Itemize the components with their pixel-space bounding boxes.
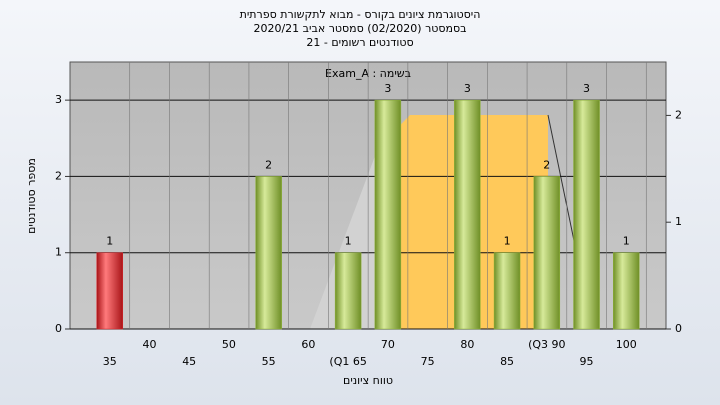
bar — [613, 252, 640, 330]
bar — [255, 176, 282, 330]
data-label: 1 — [106, 235, 113, 248]
x-tick-label: 95 — [580, 355, 594, 368]
y2-tick-label: 1 — [675, 215, 682, 228]
x-tick-label: 40 — [142, 338, 156, 351]
data-label: 2 — [265, 158, 272, 171]
x-tick-label: (Q3 90 — [528, 338, 565, 351]
bar — [493, 252, 521, 330]
x-tick-label: 80 — [460, 338, 474, 351]
y-tick-label: 3 — [55, 93, 62, 106]
x-axis-label: טווח ציונים — [343, 374, 393, 387]
data-label: 3 — [583, 82, 590, 95]
chart-subtitle: בסמסטר (02/2020) סמסטר אביב 2020/21 — [253, 22, 466, 35]
bar — [533, 176, 561, 330]
x-tick-label: 35 — [103, 355, 117, 368]
y-tick-label: 2 — [55, 169, 62, 182]
overlay-line — [547, 114, 579, 261]
y2-tick-label: 0 — [675, 322, 682, 335]
x-tick-label: 50 — [222, 338, 236, 351]
bar — [374, 99, 402, 330]
y-tick-label: 0 — [55, 322, 62, 335]
x-tick-label: 85 — [500, 355, 514, 368]
data-label: 1 — [623, 235, 630, 248]
data-label: 1 — [504, 235, 511, 248]
x-tick-label: 100 — [616, 338, 637, 351]
data-label: 3 — [464, 82, 471, 95]
x-tick-label: 60 — [301, 338, 315, 351]
x-tick-label: 70 — [381, 338, 395, 351]
x-tick-label: 55 — [262, 355, 276, 368]
data-label: 1 — [345, 235, 352, 248]
data-label: 2 — [543, 158, 550, 171]
bar — [573, 99, 600, 330]
chart-subtitle: סטודנטים רשומים - 21 — [306, 36, 413, 49]
bar — [454, 99, 481, 330]
bar — [334, 252, 362, 330]
bar — [96, 252, 123, 330]
data-label: 3 — [384, 82, 391, 95]
chart-title: היסטוגרמת ציונים בקורס - מבוא לתקשורת ספ… — [240, 8, 481, 21]
y2-tick-label: 2 — [675, 108, 682, 121]
x-tick-label: 45 — [182, 355, 196, 368]
y-tick-label: 1 — [55, 246, 62, 259]
x-tick-label: 75 — [421, 355, 435, 368]
x-tick-label: (Q1 65 — [329, 355, 366, 368]
y-axis-label: מספר סטודנטים — [25, 158, 38, 234]
